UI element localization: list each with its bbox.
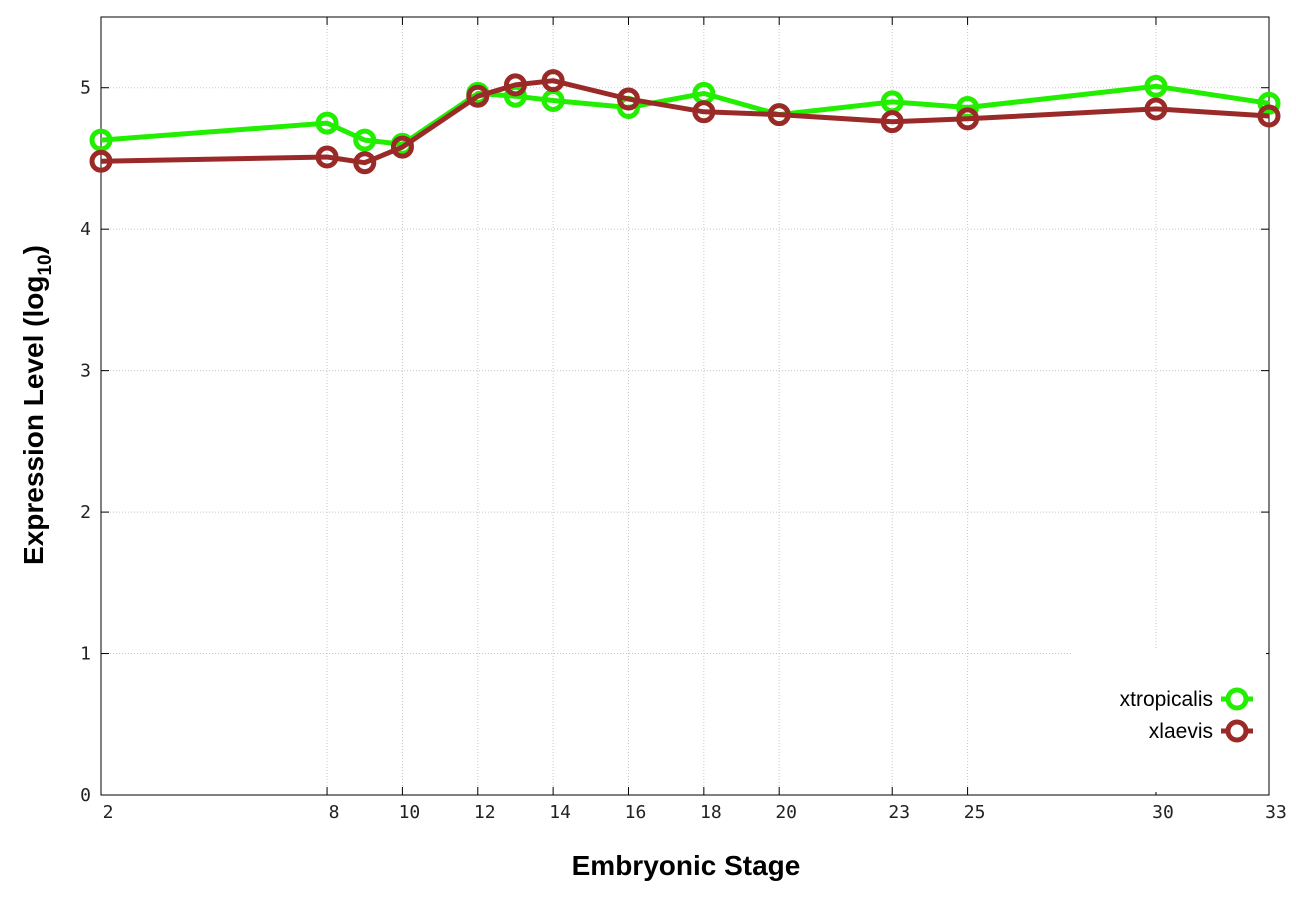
- legend: xtropicalis xlaevis: [1072, 648, 1266, 792]
- data-point-xlaevis: [1144, 97, 1168, 121]
- y-tick-label: 5: [80, 78, 91, 99]
- y-tick-label: 4: [80, 219, 91, 240]
- series-line-xtropicalis: [100, 83, 1270, 147]
- series-layer: [89, 69, 1281, 175]
- y-axis-title-subscript: 10: [35, 254, 56, 275]
- data-point-xtropicalis: [353, 128, 377, 152]
- plot-frame: [100, 16, 1270, 796]
- legend-label: xlaevis: [1149, 720, 1213, 743]
- x-tick-label: 18: [700, 802, 722, 823]
- x-tick-label: 25: [964, 802, 986, 823]
- data-point-xlaevis: [616, 87, 640, 111]
- data-point-xlaevis: [503, 73, 527, 97]
- y-tick-label: 3: [80, 361, 91, 382]
- x-tick-label: 33: [1265, 802, 1287, 823]
- y-tick-label: 2: [80, 502, 91, 523]
- grid: [100, 17, 1270, 795]
- x-tick-label: 23: [888, 802, 910, 823]
- x-tick-label: 10: [399, 802, 421, 823]
- x-tick-label: 16: [625, 802, 647, 823]
- data-point-xlaevis: [466, 84, 490, 108]
- data-point-xtropicalis: [1257, 91, 1281, 115]
- x-tick-label: 2: [103, 802, 114, 823]
- series-xlaevis: [89, 69, 1281, 175]
- y-tick-label: 1: [80, 644, 91, 665]
- data-point-xlaevis: [541, 69, 565, 93]
- y-axis-title-close: ): [18, 245, 49, 254]
- data-point-xtropicalis: [315, 111, 339, 135]
- y-axis-title-main: Expression Level (log: [18, 276, 49, 565]
- data-point-xlaevis: [89, 149, 113, 173]
- data-point-xlaevis: [956, 107, 980, 131]
- x-tick-label: 8: [329, 802, 340, 823]
- x-tick-label: 30: [1152, 802, 1174, 823]
- data-point-xlaevis: [880, 110, 904, 134]
- x-axis-title: Embryonic Stage: [572, 850, 801, 881]
- data-point-xlaevis: [767, 103, 791, 127]
- series-xtropicalis: [89, 74, 1281, 156]
- data-point-xlaevis: [390, 135, 414, 159]
- data-point-xtropicalis: [89, 128, 113, 152]
- legend-label: xtropicalis: [1120, 688, 1213, 711]
- y-axis-title: Expression Level (log10): [18, 245, 56, 565]
- data-point-xlaevis: [1257, 104, 1281, 128]
- y-tick-label: 0: [80, 785, 91, 806]
- legend-swatch-marker: [1225, 719, 1249, 743]
- data-point-xlaevis: [692, 100, 716, 124]
- x-tick-label: 12: [474, 802, 496, 823]
- x-tick-label: 14: [549, 802, 571, 823]
- data-point-xlaevis: [353, 151, 377, 175]
- legend-item-xlaevis: xlaevis: [1149, 719, 1253, 743]
- legend-swatch-marker: [1225, 687, 1249, 711]
- data-point-xtropicalis: [1144, 74, 1168, 98]
- data-point-xlaevis: [315, 145, 339, 169]
- x-tick-label: 20: [775, 802, 797, 823]
- legend-item-xtropicalis: xtropicalis: [1120, 687, 1253, 711]
